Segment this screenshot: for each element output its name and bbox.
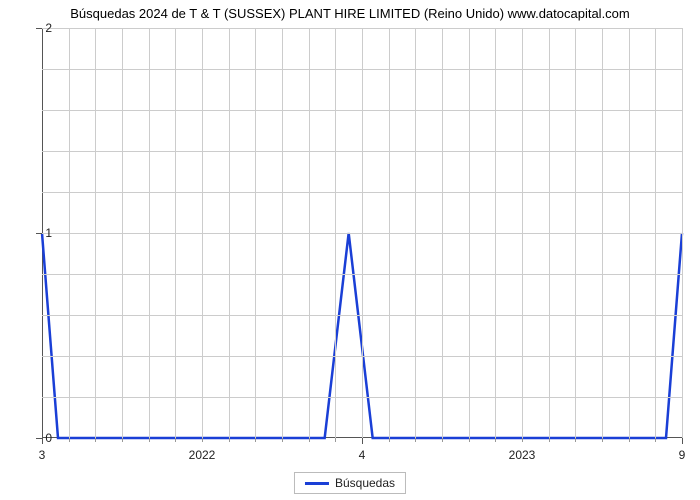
x-tick-minor — [495, 438, 496, 442]
grid-v — [655, 28, 656, 438]
grid-v — [415, 28, 416, 438]
x-tick-major — [682, 438, 683, 444]
grid-v — [202, 28, 203, 438]
x-tick-minor — [442, 438, 443, 442]
grid-v — [442, 28, 443, 438]
x-tick-minor — [202, 438, 203, 442]
grid-v — [282, 28, 283, 438]
x-tick-minor — [255, 438, 256, 442]
x-tick-minor — [149, 438, 150, 442]
x-tick-minor — [389, 438, 390, 442]
x-tick-minor — [282, 438, 283, 442]
x-tick-minor — [469, 438, 470, 442]
grid-v — [255, 28, 256, 438]
chart-legend: Búsquedas — [294, 472, 406, 494]
legend-swatch — [305, 482, 329, 485]
chart-plot-area — [42, 28, 682, 438]
grid-v — [522, 28, 523, 438]
x-axis-label: 4 — [359, 448, 366, 462]
y-axis-label: 0 — [12, 431, 52, 445]
grid-v — [362, 28, 363, 438]
x-tick-minor — [629, 438, 630, 442]
x-axis-label: 3 — [39, 448, 46, 462]
grid-v — [335, 28, 336, 438]
grid-v — [229, 28, 230, 438]
x-tick-minor — [335, 438, 336, 442]
grid-v — [495, 28, 496, 438]
grid-v — [175, 28, 176, 438]
x-tick-minor — [229, 438, 230, 442]
y-axis-label: 2 — [12, 21, 52, 35]
x-tick-minor — [415, 438, 416, 442]
x-tick-minor — [575, 438, 576, 442]
chart-title: Búsquedas 2024 de T & T (SUSSEX) PLANT H… — [70, 6, 630, 21]
y-axis-label: 1 — [12, 226, 52, 240]
grid-v — [549, 28, 550, 438]
grid-v — [95, 28, 96, 438]
x-axis-label: 9 — [679, 448, 686, 462]
grid-v — [575, 28, 576, 438]
grid-v — [149, 28, 150, 438]
x-axis-year-label: 2023 — [509, 448, 536, 462]
x-tick-minor — [95, 438, 96, 442]
x-tick-major — [362, 438, 363, 444]
grid-v — [629, 28, 630, 438]
x-tick-minor — [602, 438, 603, 442]
grid-v — [682, 28, 683, 438]
grid-v — [69, 28, 70, 438]
grid-v — [309, 28, 310, 438]
x-tick-minor — [549, 438, 550, 442]
legend-label: Búsquedas — [335, 476, 395, 490]
x-tick-minor — [122, 438, 123, 442]
grid-v — [602, 28, 603, 438]
grid-v — [389, 28, 390, 438]
x-axis-year-label: 2022 — [189, 448, 216, 462]
x-tick-minor — [309, 438, 310, 442]
grid-v — [469, 28, 470, 438]
x-tick-minor — [655, 438, 656, 442]
x-tick-minor — [69, 438, 70, 442]
x-tick-minor — [175, 438, 176, 442]
grid-v — [122, 28, 123, 438]
x-tick-minor — [522, 438, 523, 442]
